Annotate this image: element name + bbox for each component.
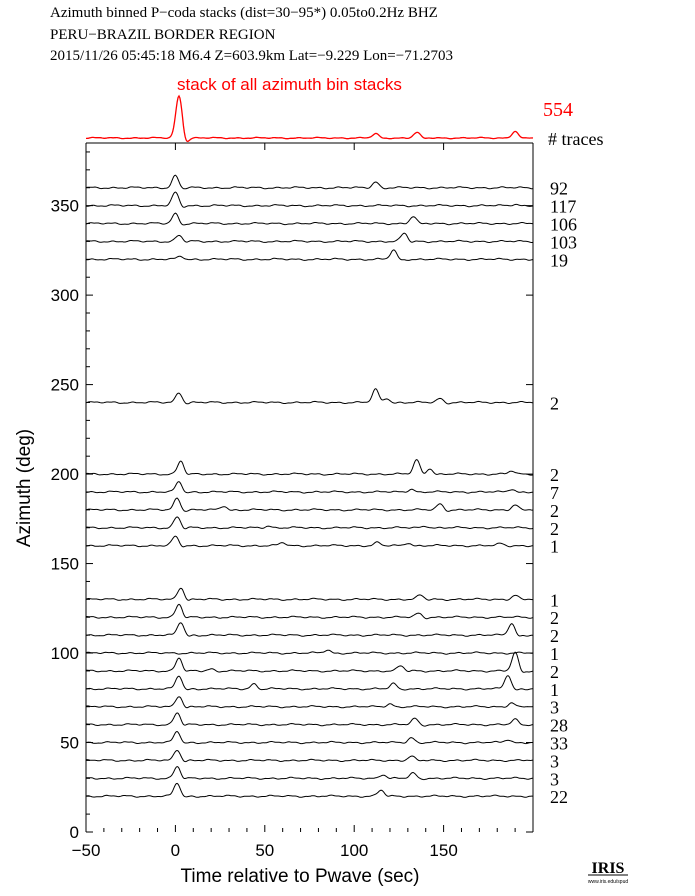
trace-count-110: 2: [550, 626, 559, 646]
x-tick-label: 100: [340, 841, 368, 860]
trace-count-170: 2: [550, 519, 559, 539]
header-line-2: PERU−BRAZIL BORDER REGION: [50, 27, 276, 43]
trace-count-190: 7: [550, 483, 559, 503]
azimuth-trace-320: [86, 249, 534, 261]
trace-count-120: 2: [550, 608, 559, 628]
trace-count-90: 2: [550, 662, 559, 682]
azimuth-trace-80: [85, 675, 533, 691]
trace-count-30: 3: [550, 769, 559, 789]
azimuth-traces: [85, 174, 534, 798]
iris-logo-text: IRIS: [592, 860, 625, 877]
x-axis-ticks: −50 0 50 100 150: [72, 143, 516, 860]
trace-count-40: 3: [550, 751, 559, 771]
azimuth-trace-200: [85, 459, 534, 476]
azimuth-trace-70: [85, 696, 534, 709]
trace-count-80: 1: [550, 680, 559, 700]
trace-count-100: 1: [550, 644, 559, 664]
trace-count-50: 33: [550, 734, 568, 754]
azimuth-trace-170: [86, 516, 534, 530]
y-tick-label: 150: [51, 555, 79, 574]
azimuth-trace-120: [86, 603, 534, 620]
azimuth-trace-340: [85, 212, 534, 226]
trace-count-240: 2: [550, 393, 559, 413]
y-axis-ticks: 0 50 100 150 200 250 300 350: [51, 151, 533, 842]
trace-count-200: 2: [550, 465, 559, 485]
x-tick-label: 50: [255, 841, 274, 860]
iris-logo: IRIS www.iris.edu/spud: [588, 860, 629, 885]
trace-count-330: 103: [550, 232, 577, 252]
x-tick-label: 0: [171, 841, 180, 860]
azimuth-trace-100: [85, 649, 534, 655]
azimuth-trace-130: [85, 587, 534, 601]
x-axis-label: Time relative to Pwave (sec): [181, 866, 420, 887]
azimuth-trace-20: [85, 782, 533, 798]
header-line-1: Azimuth binned P−coda stacks (dist=30−95…: [50, 5, 438, 21]
azimuth-trace-40: [85, 749, 534, 763]
total-traces-count: 554: [543, 99, 573, 121]
trace-count-70: 3: [550, 698, 559, 718]
trace-count-130: 1: [550, 590, 559, 610]
y-tick-label: 100: [51, 644, 79, 663]
y-axis-label: Azimuth (deg): [14, 429, 35, 547]
azimuth-trace-180: [85, 497, 533, 512]
trace-count-180: 2: [550, 501, 559, 521]
azimuth-trace-360: [85, 174, 533, 190]
y-tick-label: 0: [70, 823, 79, 842]
y-tick-label: 300: [51, 286, 79, 305]
trace-count-320: 19: [550, 250, 568, 270]
azimuth-trace-110: [85, 622, 533, 637]
y-tick-label: 350: [51, 197, 79, 216]
y-tick-label: 200: [51, 465, 79, 484]
azimuth-trace-60: [85, 712, 534, 727]
azimuth-trace-160: [86, 535, 534, 548]
azimuth-trace-50: [85, 730, 533, 745]
trace-count-360: 92: [550, 179, 568, 199]
azimuth-trace-330: [85, 232, 534, 244]
azimuth-trace-240: [85, 388, 534, 405]
stack-label: stack of all azimuth bin stacks: [177, 75, 402, 94]
stack-trace: [86, 94, 534, 143]
trace-count-340: 106: [550, 215, 577, 235]
trace-count-350: 117: [550, 197, 576, 217]
x-tick-label: 150: [429, 841, 457, 860]
trace-count-20: 22: [550, 787, 568, 807]
azimuth-trace-30: [85, 766, 534, 781]
azimuth-trace-90: [85, 651, 534, 673]
y-tick-label: 50: [60, 734, 79, 753]
azimuth-trace-350: [85, 191, 534, 208]
x-tick-label: −50: [72, 841, 101, 860]
header-line-3: 2015/11/26 05:45:18 M6.4 Z=603.9km Lat=−…: [50, 48, 453, 64]
traces-label: # traces: [548, 129, 603, 149]
iris-logo-url: www.iris.edu/spud: [588, 879, 629, 885]
y-tick-label: 250: [51, 376, 79, 395]
trace-count-60: 28: [550, 716, 568, 736]
trace-count-160: 1: [550, 537, 559, 557]
azimuth-trace-190: [86, 481, 534, 494]
